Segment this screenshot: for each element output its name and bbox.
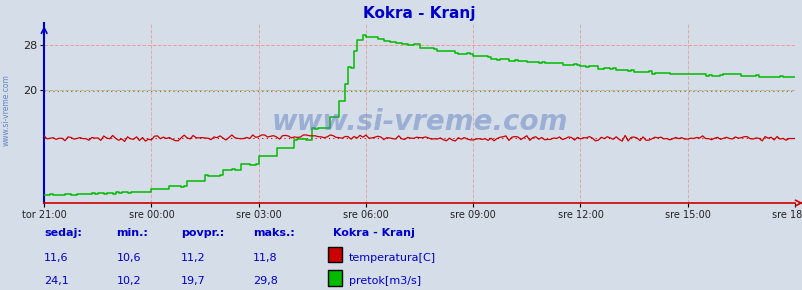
Text: 11,8: 11,8 xyxy=(253,253,277,263)
Text: 10,6: 10,6 xyxy=(116,253,141,263)
Text: povpr.:: povpr.: xyxy=(180,228,224,238)
Text: Kokra - Kranj: Kokra - Kranj xyxy=(333,228,415,238)
Text: 19,7: 19,7 xyxy=(180,276,205,286)
Text: www.si-vreme.com: www.si-vreme.com xyxy=(271,108,567,136)
Title: Kokra - Kranj: Kokra - Kranj xyxy=(363,6,476,21)
Text: 24,1: 24,1 xyxy=(44,276,69,286)
Text: 10,2: 10,2 xyxy=(116,276,141,286)
Text: 11,2: 11,2 xyxy=(180,253,205,263)
Text: temperatura[C]: temperatura[C] xyxy=(348,253,435,263)
Text: pretok[m3/s]: pretok[m3/s] xyxy=(348,276,420,286)
Text: maks.:: maks.: xyxy=(253,228,294,238)
Text: www.si-vreme.com: www.si-vreme.com xyxy=(2,74,11,146)
Text: min.:: min.: xyxy=(116,228,148,238)
Text: sedaj:: sedaj: xyxy=(44,228,82,238)
Text: 29,8: 29,8 xyxy=(253,276,277,286)
Text: 11,6: 11,6 xyxy=(44,253,69,263)
